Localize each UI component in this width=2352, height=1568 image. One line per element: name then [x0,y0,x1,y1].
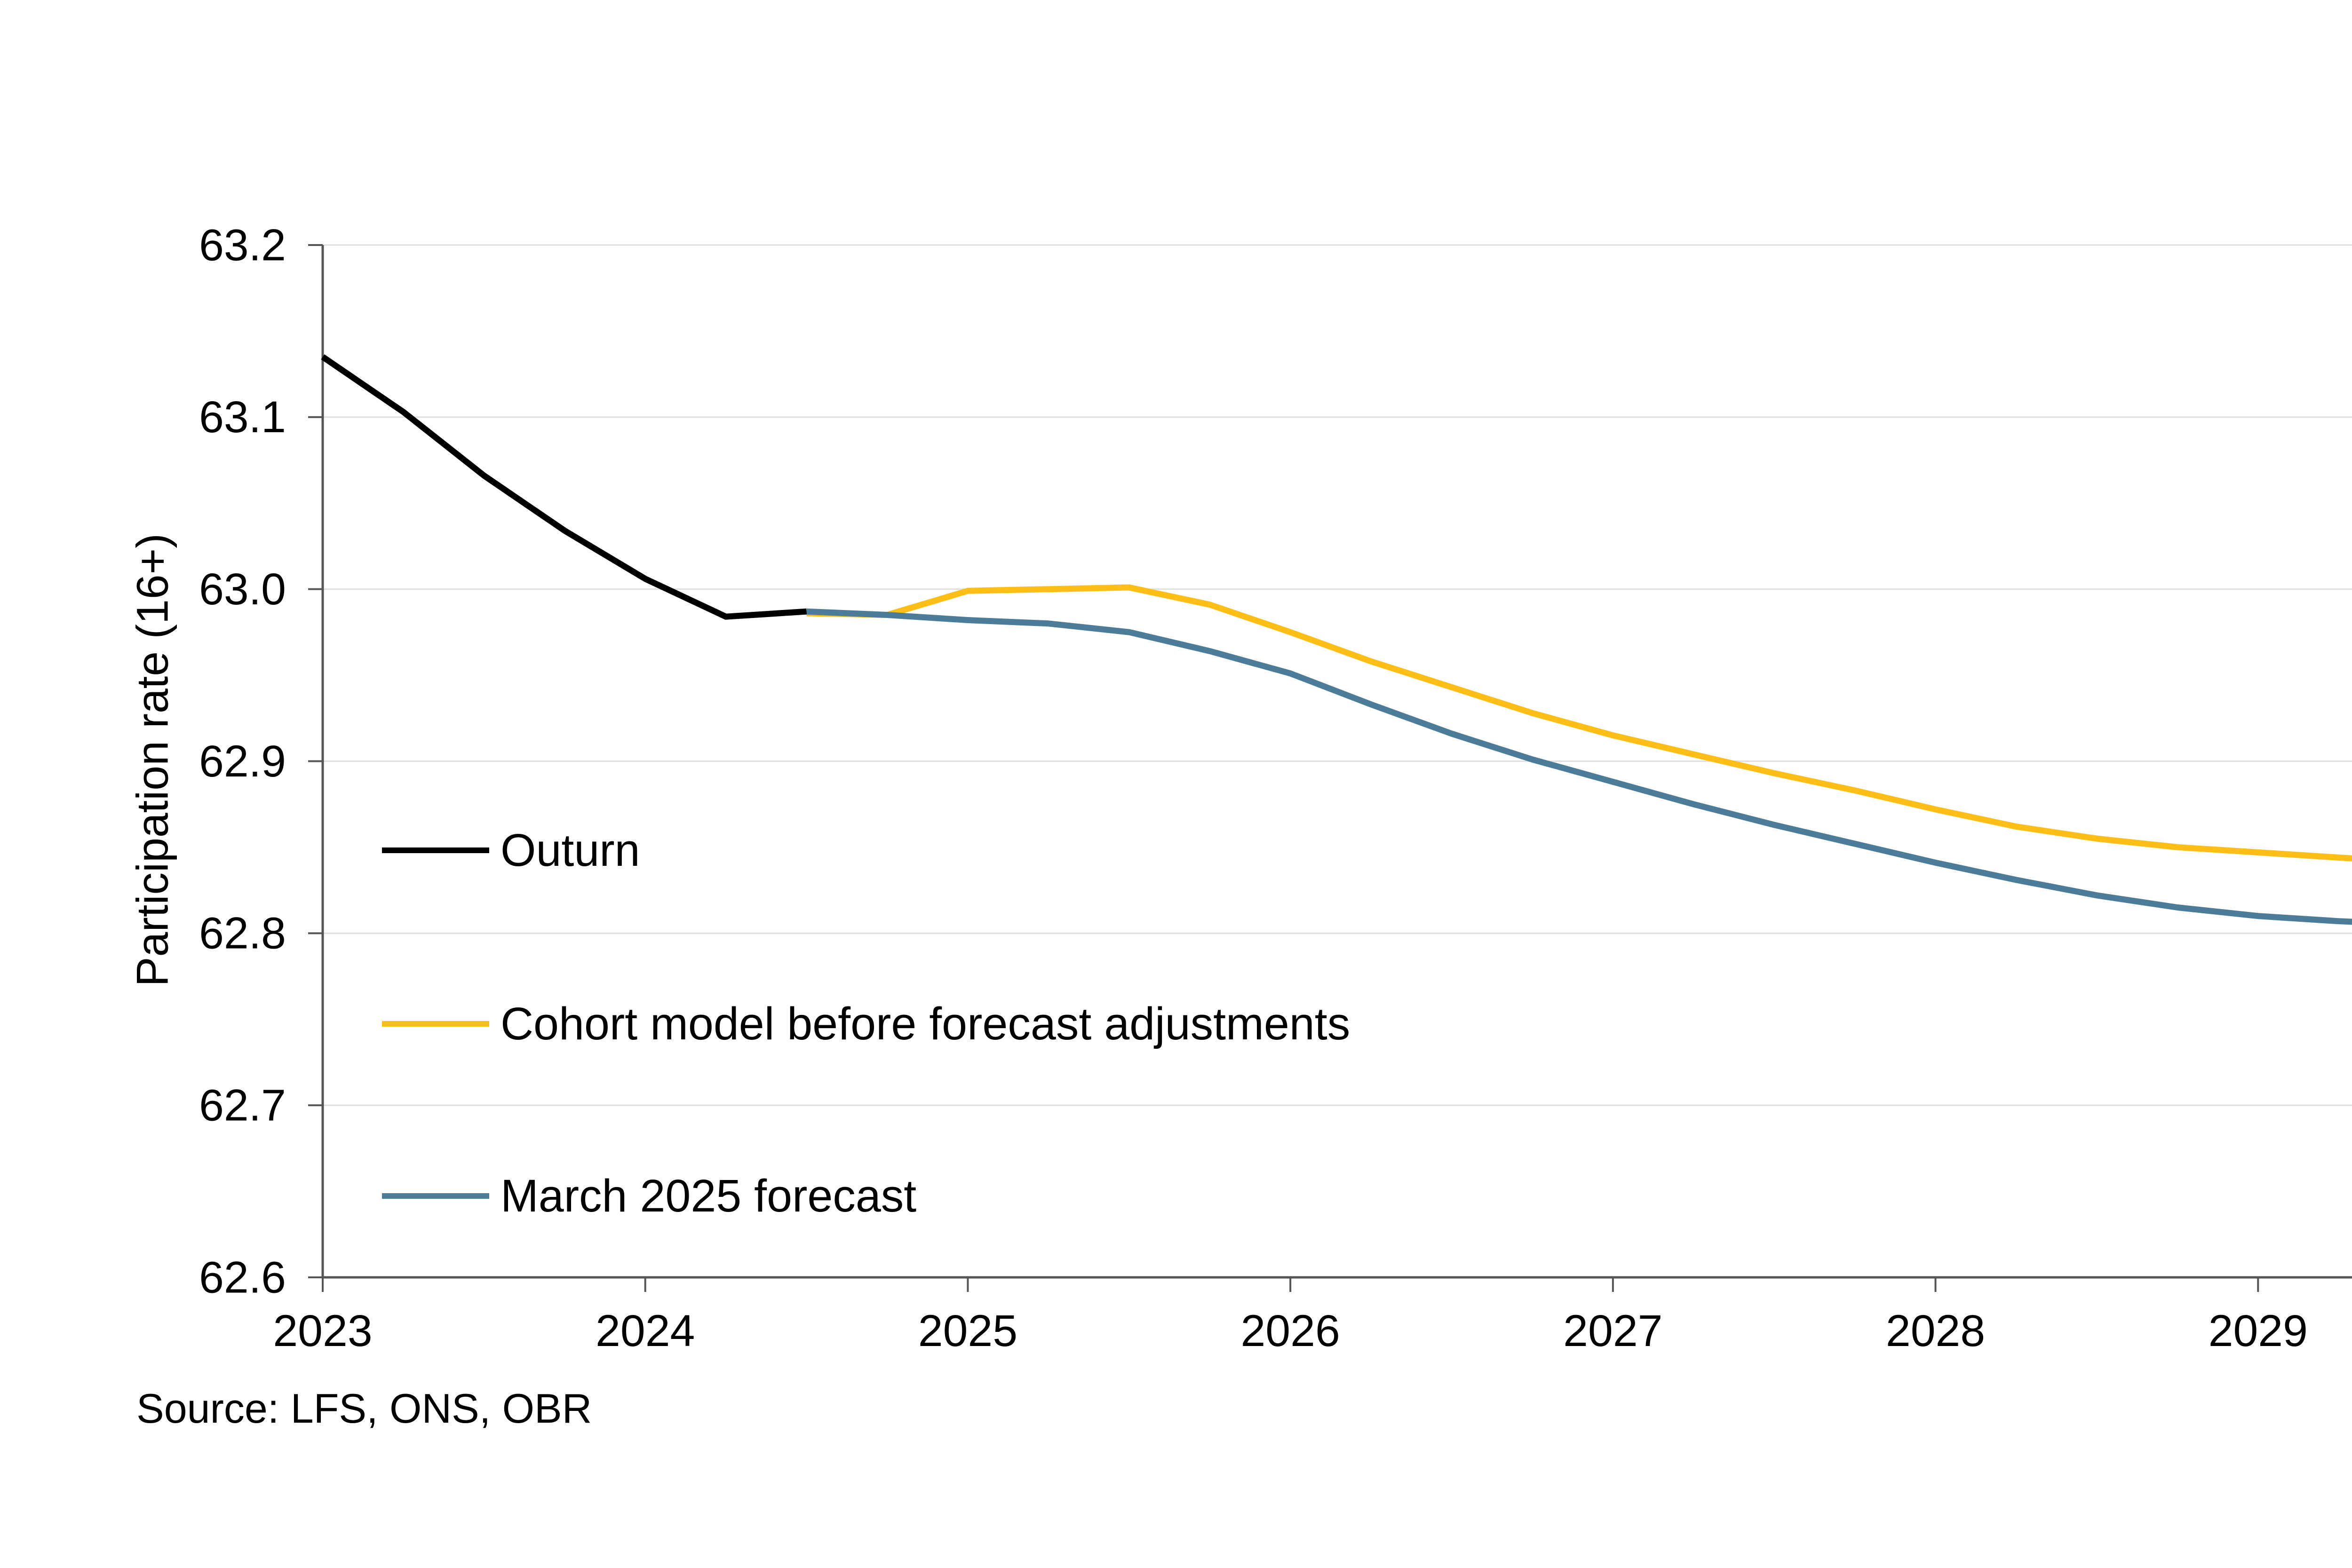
series-line-cohort-model-before-forecast-adjustments [806,584,2352,862]
x-tick-label: 2023 [273,1306,372,1356]
legend-item-march-2025-forecast: March 2025 forecast [382,1168,916,1224]
legend-swatch-1 [382,1021,489,1027]
y-axis-title: Participation rate (16+) [127,533,178,987]
y-tick-label: 63.0 [199,564,286,614]
legend-item-outurn: Outurn [382,822,640,879]
legend-label-outurn: Outurn [501,824,640,876]
y-tick-label: 63.1 [199,392,286,442]
series-line-outurn [321,354,807,620]
y-tick-label: 62.6 [199,1252,286,1302]
x-tick-label: 2027 [1563,1306,1662,1356]
x-tick-label: 2028 [1886,1306,1985,1356]
y-tick-label: 62.8 [199,909,286,958]
y-tick-label: 63.2 [199,220,286,270]
legend-label-march-2025-forecast: March 2025 forecast [501,1170,917,1221]
legend-label-cohort-model: Cohort model before forecast adjustments [501,998,1351,1049]
x-tick-label: 2025 [918,1306,1017,1356]
y-tick-label: 62.9 [199,736,286,786]
y-tick-label: 62.7 [199,1080,286,1130]
x-tick-label: 2024 [596,1306,695,1356]
legend-item-cohort-model: Cohort model before forecast adjustments [382,996,1350,1052]
x-tick-label: 2026 [1240,1306,1340,1356]
legend-swatch-2 [382,1193,489,1199]
x-tick-label: 2029 [2209,1306,2308,1356]
legend-swatch-0 [382,847,489,853]
series-line-march-2025-forecast [806,608,2352,925]
source-note: Source: LFS, ONS, OBR [136,1385,592,1432]
